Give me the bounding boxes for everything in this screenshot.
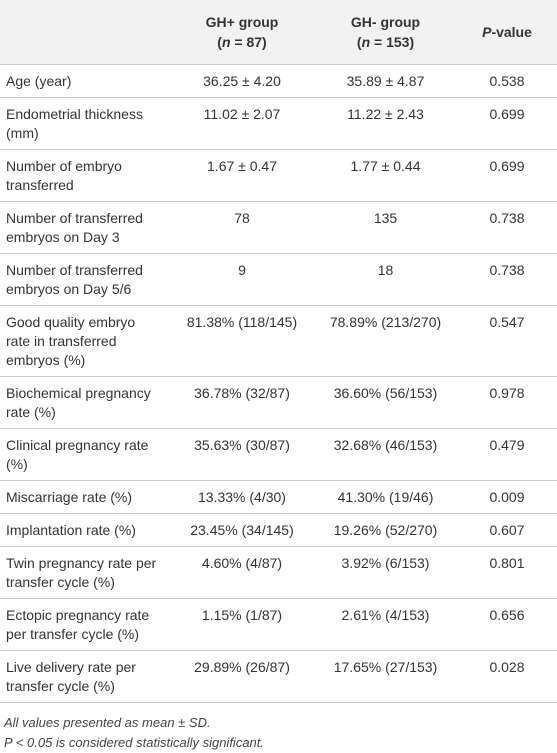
row-label: Ectopic pregnancy rate per transfer cycl… bbox=[0, 598, 170, 651]
cell: 0.538 bbox=[457, 64, 557, 98]
header-row: GH+ group (n = 87) GH- group (n = 153) P-val… bbox=[0, 0, 557, 65]
cell: 18 bbox=[314, 253, 457, 306]
cell: 4.60% (4/87) bbox=[170, 546, 314, 599]
cell: 41.30% (19/46) bbox=[314, 480, 457, 514]
cell: 0.607 bbox=[457, 513, 557, 547]
row-label: Age (year) bbox=[0, 64, 170, 98]
header-cell: P-value bbox=[457, 0, 557, 65]
header-part: P bbox=[482, 24, 492, 40]
table-body: Age (year) 36.25 ± 4.20 35.89 ± 4.87 0.538 E… bbox=[0, 64, 557, 703]
table-row: Ectopic pregnancy rate per transfer cycl… bbox=[0, 598, 557, 651]
footnote: P < 0.05 is considered statistically sig… bbox=[4, 735, 265, 750]
table-row: Live delivery rate per transfer cycle (%… bbox=[0, 650, 557, 703]
table-row: Implantation rate (%) 23.45% (34/145) 19.2… bbox=[0, 513, 557, 547]
header-cell: GH- group (n = 153) bbox=[314, 0, 457, 65]
header-part: n bbox=[361, 34, 371, 50]
row-label: Live delivery rate per transfer cycle (%… bbox=[0, 650, 170, 703]
footnotes: All values presented as mean ± SD. P < 0.… bbox=[0, 713, 557, 753]
cell: 0.656 bbox=[457, 598, 557, 651]
cell: 11.22 ± 2.43 bbox=[314, 97, 457, 150]
header-part: = 87) bbox=[230, 34, 267, 50]
data-table: GH+ group (n = 87) GH- group (n = 153) P-val… bbox=[0, 0, 557, 703]
header-cell bbox=[0, 0, 170, 65]
cell: 78 bbox=[170, 201, 314, 254]
cell: 1.77 ± 0.44 bbox=[314, 149, 457, 202]
cell: 81.38% (118/145) bbox=[170, 305, 314, 377]
cell: 135 bbox=[314, 201, 457, 254]
row-label: Clinical pregnancy rate (%) bbox=[0, 428, 170, 481]
header-part: = 153) bbox=[370, 34, 415, 50]
cell: 36.60% (56/153) bbox=[314, 376, 457, 429]
cell: 11.02 ± 2.07 bbox=[170, 97, 314, 150]
cell: 3.92% (6/153) bbox=[314, 546, 457, 599]
header-name: GH+ group bbox=[205, 14, 279, 30]
row-label: Number of transferred embryos on Day 5/6 bbox=[0, 253, 170, 306]
cell: 0.738 bbox=[457, 253, 557, 306]
header-part: -value bbox=[491, 24, 532, 40]
row-label: Miscarriage rate (%) bbox=[0, 480, 170, 514]
cell: 36.78% (32/87) bbox=[170, 376, 314, 429]
table-row: Number of transferred embryos on Day 3 78… bbox=[0, 201, 557, 254]
table-row: Twin pregnancy rate per transfer cycle (… bbox=[0, 546, 557, 599]
cell: 19.26% (52/270) bbox=[314, 513, 457, 547]
row-label: Number of embryo transferred bbox=[0, 149, 170, 202]
row-label: Implantation rate (%) bbox=[0, 513, 170, 547]
row-label: Good quality embryo rate in transferred … bbox=[0, 305, 170, 377]
cell: 0.738 bbox=[457, 201, 557, 254]
row-label: Biochemical pregnancy rate (%) bbox=[0, 376, 170, 429]
table-row: Number of embryo transferred 1.67 ± 0.47 1… bbox=[0, 149, 557, 202]
header-part: n bbox=[221, 34, 231, 50]
footnote: All values presented as mean ± SD. bbox=[4, 715, 211, 730]
header-cell: GH+ group (n = 87) bbox=[170, 0, 314, 65]
cell: 23.45% (34/145) bbox=[170, 513, 314, 547]
cell: 1.67 ± 0.47 bbox=[170, 149, 314, 202]
cell: 0.699 bbox=[457, 97, 557, 150]
cell: 0.801 bbox=[457, 546, 557, 599]
cell: 0.699 bbox=[457, 149, 557, 202]
cell: 2.61% (4/153) bbox=[314, 598, 457, 651]
cell: 78.89% (213/270) bbox=[314, 305, 457, 377]
cell: 13.33% (4/30) bbox=[170, 480, 314, 514]
table-row: Endometrial thickness (mm) 11.02 ± 2.07 11… bbox=[0, 97, 557, 150]
cell: 0.479 bbox=[457, 428, 557, 481]
table-row: Number of transferred embryos on Day 5/6… bbox=[0, 253, 557, 306]
header-name: GH- group bbox=[350, 14, 421, 30]
cell: 29.89% (26/87) bbox=[170, 650, 314, 703]
row-label: Endometrial thickness (mm) bbox=[0, 97, 170, 150]
cell: 35.89 ± 4.87 bbox=[314, 64, 457, 98]
cell: 1.15% (1/87) bbox=[170, 598, 314, 651]
table-row: Biochemical pregnancy rate (%) 36.78% (32… bbox=[0, 376, 557, 429]
table-row: Age (year) 36.25 ± 4.20 35.89 ± 4.87 0.538 bbox=[0, 64, 557, 98]
cell: 9 bbox=[170, 253, 314, 306]
cell: 0.028 bbox=[457, 650, 557, 703]
table-row: Good quality embryo rate in transferred … bbox=[0, 305, 557, 377]
table-row: Clinical pregnancy rate (%) 35.63% (30/87… bbox=[0, 428, 557, 481]
row-label: Twin pregnancy rate per transfer cycle (… bbox=[0, 546, 170, 599]
header-part: ( bbox=[356, 34, 362, 50]
table-row: Miscarriage rate (%) 13.33% (4/30) 41.30% … bbox=[0, 480, 557, 514]
cell: 0.978 bbox=[457, 376, 557, 429]
row-label: Number of transferred embryos on Day 3 bbox=[0, 201, 170, 254]
cell: 0.009 bbox=[457, 480, 557, 514]
cell: 36.25 ± 4.20 bbox=[170, 64, 314, 98]
header-part: ( bbox=[217, 34, 222, 50]
cell: 17.65% (27/153) bbox=[314, 650, 457, 703]
cell: 35.63% (30/87) bbox=[170, 428, 314, 481]
cell: 32.68% (46/153) bbox=[314, 428, 457, 481]
cell: 0.547 bbox=[457, 305, 557, 377]
